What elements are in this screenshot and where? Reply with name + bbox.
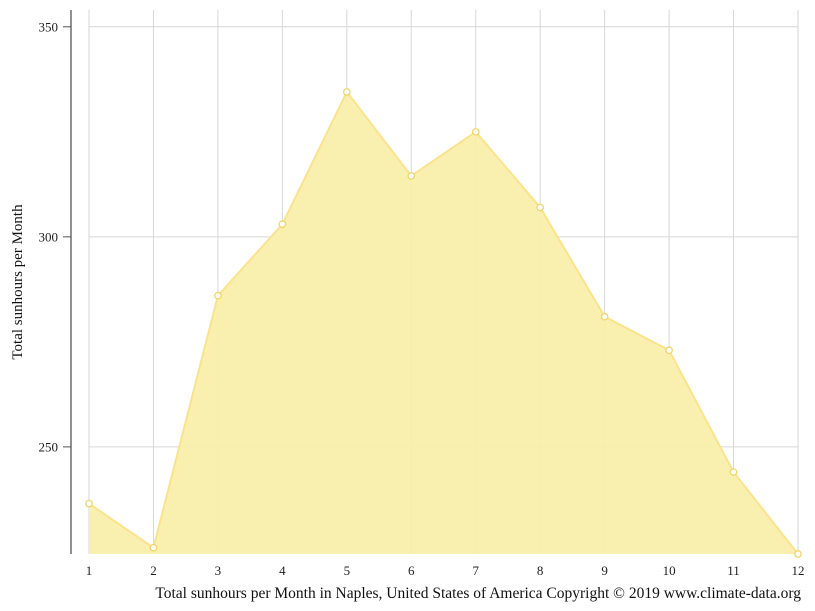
data-point <box>471 127 480 136</box>
x-tick-label: 1 <box>86 563 93 578</box>
x-axis-ticks: 1 2 3 4 5 6 7 8 9 10 11 12 <box>86 563 805 578</box>
data-point <box>278 220 287 229</box>
x-tick-label: 11 <box>727 563 740 578</box>
x-tick-label: 8 <box>537 563 544 578</box>
y-axis-title: Total sunhours per Month <box>10 204 26 360</box>
sunhours-line <box>88 90 799 555</box>
x-tick-label: 5 <box>344 563 351 578</box>
y-axis-ticks: 250 300 350 <box>39 19 71 454</box>
y-tick-label: 300 <box>39 229 59 244</box>
x-tick-label: 3 <box>215 563 222 578</box>
y-tick-label: 250 <box>39 439 59 454</box>
data-point <box>536 203 545 212</box>
x-tick-label: 4 <box>279 563 286 578</box>
data-points <box>85 88 802 558</box>
y-tick-label: 350 <box>39 19 59 34</box>
x-tick-label: 2 <box>150 563 157 578</box>
data-point <box>85 499 93 508</box>
data-point <box>600 312 609 321</box>
data-point <box>407 172 416 180</box>
x-tick-label: 10 <box>663 563 676 578</box>
data-point <box>214 291 222 300</box>
data-point <box>729 468 738 476</box>
sunhours-area <box>89 91 798 555</box>
data-point <box>665 346 673 355</box>
x-tick-label: 12 <box>792 563 805 578</box>
chart-caption: Total sunhours per Month in Naples, Unit… <box>155 585 801 602</box>
data-point <box>149 543 158 552</box>
x-tick-label: 6 <box>408 563 415 578</box>
x-tick-label: 7 <box>472 563 479 578</box>
data-point <box>342 88 351 96</box>
x-tick-label: 9 <box>601 563 608 578</box>
data-point <box>794 550 802 558</box>
